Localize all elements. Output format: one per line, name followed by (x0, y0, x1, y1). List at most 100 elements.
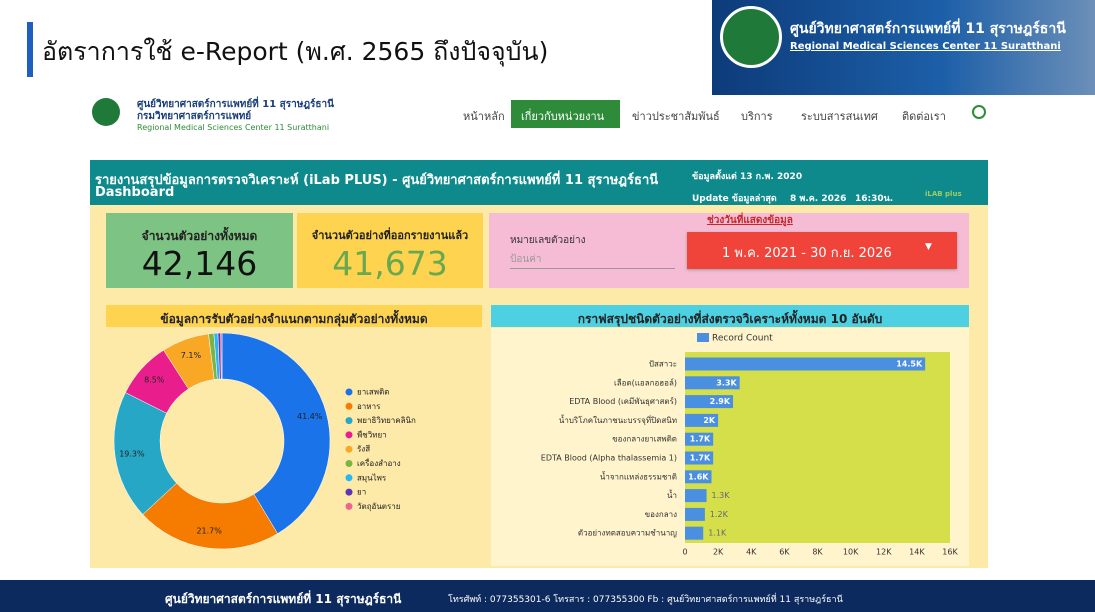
chart-title: กราฟสรุปชนิดตัวอย่างที่ส่งตรวจวิเคราะห์ท… (577, 312, 883, 326)
chart-title-bar (106, 305, 482, 327)
dashboard-subtitle: Dashboard (95, 185, 175, 200)
slice-label: 21.7% (196, 527, 222, 536)
bar-value-label: 1.7K (690, 454, 711, 463)
site-dept: กรมวิทยาศาสตร์การแพทย์ (137, 111, 252, 122)
kpi-value: 41,673 (332, 244, 448, 283)
y-tick-label: ปัสสาวะ (649, 360, 677, 369)
legend-swatch (345, 502, 353, 510)
banner-org-en: Regional Medical Sciences Center 11 Sura… (790, 41, 1061, 52)
legend-label: พยาธิวิทยาคลินิก (357, 416, 416, 425)
data-since: ข้อมูลตั้งแต่ 13 ก.พ. 2020 (692, 172, 803, 182)
slice-label: 19.3% (119, 449, 145, 458)
bar-value-label: 2K (703, 416, 716, 425)
legend-label: ยาเสพติด (357, 388, 389, 397)
bar-value-label: 14.5K (896, 360, 923, 369)
ilab-logo: iLAB plus (925, 190, 962, 198)
dashboard-title: รายงานสรุปข้อมูลการตรวจวิเคราะห์ (iLab P… (95, 173, 659, 188)
y-tick-label: น้ำจากแหล่งธรรมชาติ (600, 470, 677, 481)
bar-value-label: 1.1K (708, 529, 727, 538)
legend-swatch (345, 388, 353, 396)
x-tick-label: 10K (843, 548, 859, 557)
legend-label: วัตถุอันตราย (357, 502, 400, 511)
site-org-en: Regional Medical Sciences Center 11 Sura… (137, 123, 330, 132)
slice-label: 8.5% (144, 376, 165, 385)
footer-contact: โทรศัพท์ : 077355301-6 โทรสาร : 07735530… (448, 595, 843, 605)
title-accent (27, 22, 33, 77)
y-tick-label: ของกลางยาเสพติด (612, 435, 677, 444)
legend-label: สมุนไพร (357, 473, 387, 482)
bar-value-label: 2.9K (710, 397, 731, 406)
logo (720, 6, 782, 68)
legend-swatch (345, 460, 353, 467)
date-range-label: ช่วงวันที่แสดงข้อมูล (707, 215, 793, 226)
kpi-value: 42,146 (141, 244, 258, 283)
bar-value-label: 1.6K (688, 472, 709, 481)
x-tick-label: 4K (746, 548, 757, 557)
legend-swatch (345, 417, 353, 425)
x-tick-label: 14K (909, 548, 925, 557)
date-range-picker[interactable] (687, 232, 957, 269)
update-label: Update ข้อมูลล่าสุด (692, 194, 777, 204)
x-tick-label: 6K (779, 548, 790, 557)
y-tick-label: EDTA Blood (Alpha thalassemia 1) (541, 454, 677, 463)
bar (685, 395, 734, 409)
bar (685, 489, 707, 503)
site-logo[interactable] (92, 98, 120, 126)
bar (685, 357, 926, 371)
y-tick-label: เลือด(แอลกอฮอล์) (614, 377, 677, 387)
x-tick-label: 0 (682, 548, 687, 557)
bar (685, 507, 705, 521)
legend-label: เครื่องสำอาง (357, 457, 401, 468)
date-range-value: 1 พ.ค. 2021 - 30 ก.ย. 2026 (722, 246, 892, 261)
page-title: อัตราการใช้ e-Report (พ.ศ. 2565 ถึงปัจจุ… (42, 37, 549, 66)
y-tick-label: ตัวอย่างทดสอบความชำนาญ (578, 529, 677, 538)
legend-swatch (345, 445, 353, 453)
legend-swatch (697, 333, 709, 342)
menu-item[interactable]: เกี่ยวกับหน่วยงาน (521, 110, 605, 123)
banner-org-th: ศูนย์วิทยาศาสตร์การแพทย์ที่ 11 สุราษฎร์ธ… (790, 21, 1066, 37)
pie-slice (220, 332, 223, 380)
kpi-card (297, 213, 483, 288)
bar-value-label: 1.7K (690, 435, 711, 444)
kpi-card (106, 213, 293, 288)
footer (0, 580, 1095, 612)
kpi-label: จำนวนตัวอย่างที่ออกรายงานแล้ว (311, 229, 469, 242)
search-icon[interactable] (972, 105, 986, 119)
bar-value-label: 1.3K (712, 491, 731, 500)
legend-label: Record Count (712, 334, 773, 344)
search-label: หมายเลขตัวอย่าง (510, 235, 586, 246)
bar (685, 376, 740, 390)
slice-label: 41.4% (297, 412, 323, 421)
bar (685, 451, 714, 465)
pie-slice (142, 482, 278, 550)
menu-item[interactable]: ข่าวประชาสัมพันธ์ (632, 110, 720, 123)
site-org-th: ศูนย์วิทยาศาสตร์การแพทย์ที่ 11 สุราษฎร์ธ… (137, 99, 334, 110)
update-date: 8 พ.ค. 2026 (790, 194, 847, 204)
dropdown-arrow: ▼ (925, 242, 932, 252)
menu-item[interactable]: ติดต่อเรา (902, 110, 946, 123)
legend-swatch (345, 488, 353, 496)
menu-active-bg (511, 100, 620, 128)
menu-item[interactable]: ระบบสารสนเทศ (801, 110, 878, 123)
slice-label: 7.1% (181, 351, 202, 360)
chart-title: ข้อมูลการรับตัวอย่างจำแนกตามกลุ่มตัวอย่า… (160, 312, 428, 326)
x-tick-label: 2K (713, 548, 724, 557)
menu-item[interactable]: บริการ (741, 110, 773, 123)
search-input[interactable]: ป้อนค่า (510, 252, 675, 269)
x-tick-label: 12K (876, 548, 892, 557)
y-tick-label: EDTA Blood (เคมีพันธุศาสตร์) (569, 396, 677, 406)
bar (685, 470, 712, 484)
bar (685, 526, 704, 540)
legend-swatch (345, 402, 353, 410)
y-tick-label: น้ำบริโภคในภาชนะบรรจุที่ปิดสนิท (559, 414, 677, 425)
menu-item[interactable]: หน้าหลัก (463, 110, 505, 123)
pie-slice (221, 332, 331, 534)
legend-swatch (345, 474, 353, 482)
y-tick-label: น้ำ (667, 489, 677, 500)
legend-label: อาหาร (357, 402, 381, 411)
update-time: 16:30น. (855, 194, 894, 204)
legend-label: พืชวิทยา (357, 430, 387, 439)
legend-swatch (345, 431, 353, 439)
bar (685, 432, 714, 446)
